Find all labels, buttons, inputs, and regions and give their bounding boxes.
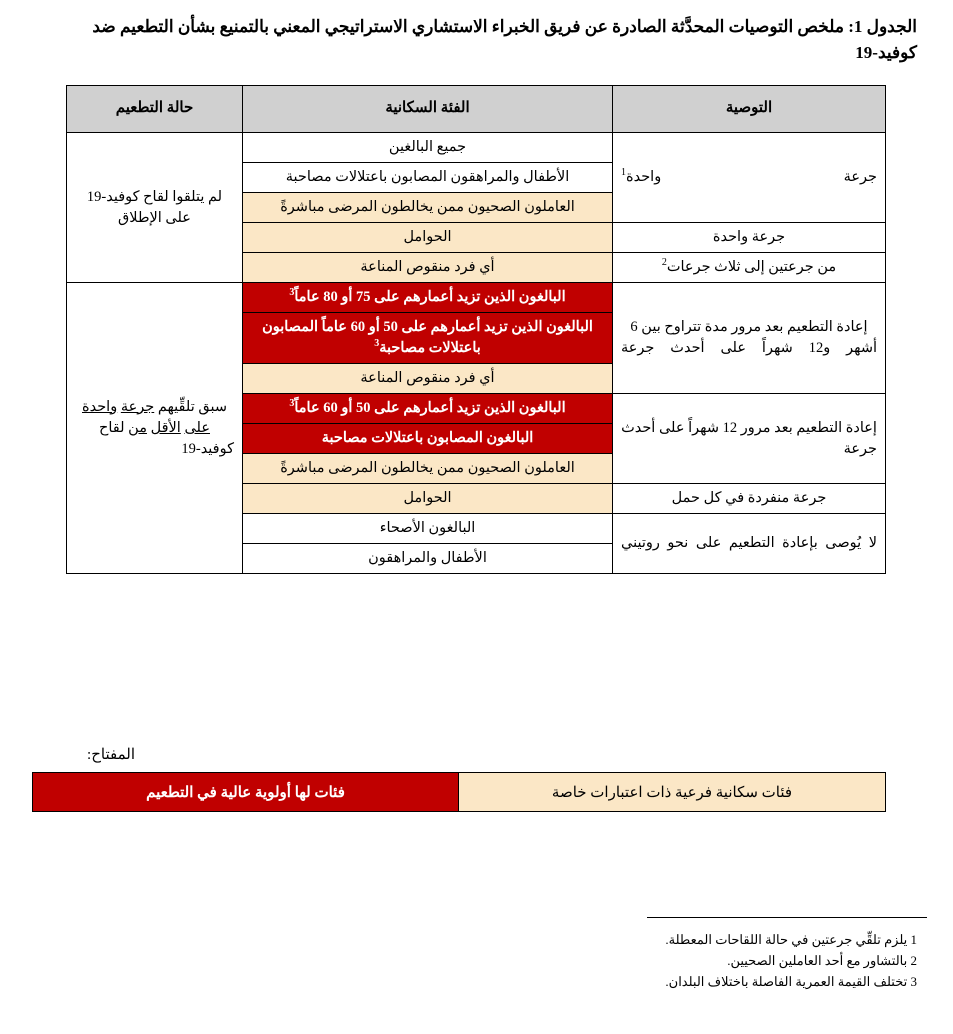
table-body: جرعة واحدة1 جميع البالغين لم يتلقوا لقاح ك… — [66, 131, 886, 575]
cell-population-group: الحوامل — [242, 222, 613, 254]
column-header-status: حالة التطعيم — [66, 85, 243, 133]
table-row: أي فرد منقوص المناعة — [67, 363, 886, 395]
footnote-text: تختلف القيمة العمرية الفاصلة باختلاف الب… — [665, 973, 908, 989]
cell-population-group: البالغون الذين تزيد أعمارهم على 50 أو 60… — [242, 312, 613, 365]
cell-population-group: البالغون الأصحاء — [242, 513, 613, 545]
table-row: البالغون المصابون باعتلالات مصاحبة — [67, 423, 886, 455]
legend-row: فئات سكانية فرعية ذات اعتبارات خاصة فئات… — [32, 772, 886, 812]
table-row: لا يُوصى بإعادة التطعيم على نحو روتيني ال… — [67, 513, 886, 575]
cell-recommendation: إعادة التطعيم بعد مرور مدة تتراوح بين 6 … — [612, 282, 886, 395]
footnote-item: 3 تختلف القيمة العمرية الفاصلة باختلاف ا… — [37, 972, 917, 993]
cell-population-group: الأطفال والمراهقون — [242, 543, 613, 575]
cell-population-group: البالغون المصابون باعتلالات مصاحبة — [242, 423, 613, 455]
table-row: من جرعتين إلى ثلاث جرعات2 أي فرد منقوص ال… — [67, 252, 886, 284]
footnote-text: يلزم تلقِّي جرعتين في حالة اللقاحات المع… — [665, 932, 908, 947]
page-title: الجدول 1: ملخص التوصيات المحدَّثة الصادر… — [92, 17, 917, 63]
cell-population-group: البالغون الذين تزيد أعمارهم على 50 أو 60… — [242, 393, 613, 425]
cell-recommendation: جرعة منفردة في كل حمل — [612, 483, 886, 515]
recommendations-table: التوصية الفئة السكانية حالة التطعيم جرعة… — [66, 85, 886, 575]
cell-population-group: العاملون الصحيون ممن يخالطون المرضى مباش… — [242, 453, 613, 485]
footnote-number: 1 — [910, 932, 918, 947]
table-row: البالغون الذين تزيد أعمارهم على 50 أو 60… — [67, 312, 886, 365]
footnote-marker: 3 — [289, 398, 295, 410]
cell-recommendation: إعادة التطعيم بعد مرور 12 شهراً على أحدث… — [612, 393, 886, 485]
table-row: العاملون الصحيون ممن يخالطون المرضى مباش… — [67, 453, 886, 485]
cell-vaccination-status: سبق تلقِّيهم جرعة واحدة على الأقل من لقا… — [66, 282, 243, 575]
column-header-population: الفئة السكانية — [242, 85, 613, 133]
table-row: جرعة منفردة في كل حمل الحوامل — [67, 483, 886, 515]
cell-recommendation: جرعة واحدة1 — [612, 131, 886, 224]
cell-population-group: العاملون الصحيون ممن يخالطون المرضى مباش… — [242, 192, 613, 224]
footnote-marker: 2 — [661, 257, 667, 269]
table-row: جرعة واحدة1 جميع البالغين لم يتلقوا لقاح ك… — [66, 131, 886, 284]
cell-population-group: جميع البالغين — [242, 131, 613, 164]
table-row: العاملون الصحيون ممن يخالطون المرضى مباش… — [67, 192, 886, 224]
footnote-separator — [647, 917, 927, 918]
column-header-recommendation: التوصية — [612, 85, 886, 133]
cell-recommendation: من جرعتين إلى ثلاث جرعات2 — [612, 252, 886, 284]
footnote-marker: 3 — [289, 287, 295, 299]
table-header-row: التوصية الفئة السكانية حالة التطعيم — [66, 85, 886, 133]
cell-population-group: أي فرد منقوص المناعة — [242, 252, 613, 284]
legend-item-high-priority: فئات لها أولوية عالية في التطعيم — [32, 772, 459, 812]
footnotes: 1 يلزم تلقِّي جرعتين في حالة اللقاحات ال… — [37, 930, 917, 992]
cell-population-group: أي فرد منقوص المناعة — [242, 363, 613, 395]
cell-population-group: الحوامل — [242, 483, 613, 515]
cell-population-group: الأطفال والمراهقون المصابون باعتلالات مص… — [242, 162, 613, 194]
cell-population-group: البالغون الذين تزيد أعمارهم على 75 أو 80… — [242, 282, 613, 314]
legend-label: المفتاح: — [87, 747, 135, 763]
table-row: إعادة التطعيم بعد مرور مدة تتراوح بين 6 … — [66, 282, 886, 575]
table-row: إعادة التطعيم بعد مرور 12 شهراً على أحدث… — [67, 393, 886, 485]
table-row: الأطفال والمراهقون — [67, 543, 886, 575]
footnote-text: بالتشاور مع أحد العاملين الصحيين. — [727, 952, 908, 968]
legend-item-special-subgroup: فئات سكانية فرعية ذات اعتبارات خاصة — [458, 772, 886, 812]
footnote-item: 2 بالتشاور مع أحد العاملين الصحيين. — [37, 951, 917, 972]
table-row: الأطفال والمراهقون المصابون باعتلالات مص… — [67, 162, 886, 194]
footnote-marker: 1 — [621, 167, 626, 179]
footnote-number: 3 — [910, 973, 918, 989]
table-row: جرعة واحدة الحوامل — [67, 222, 886, 254]
footnote-item: 1 يلزم تلقِّي جرعتين في حالة اللقاحات ال… — [37, 930, 917, 951]
cell-vaccination-status: لم يتلقوا لقاح كوفيد-19 على الإطلاق — [66, 131, 243, 284]
footnote-marker: 3 — [374, 338, 380, 350]
cell-recommendation: جرعة واحدة — [612, 222, 886, 254]
legend-table: فئات سكانية فرعية ذات اعتبارات خاصة فئات… — [32, 772, 886, 812]
footnote-number: 2 — [910, 952, 918, 968]
cell-recommendation: لا يُوصى بإعادة التطعيم على نحو روتيني — [612, 513, 886, 575]
